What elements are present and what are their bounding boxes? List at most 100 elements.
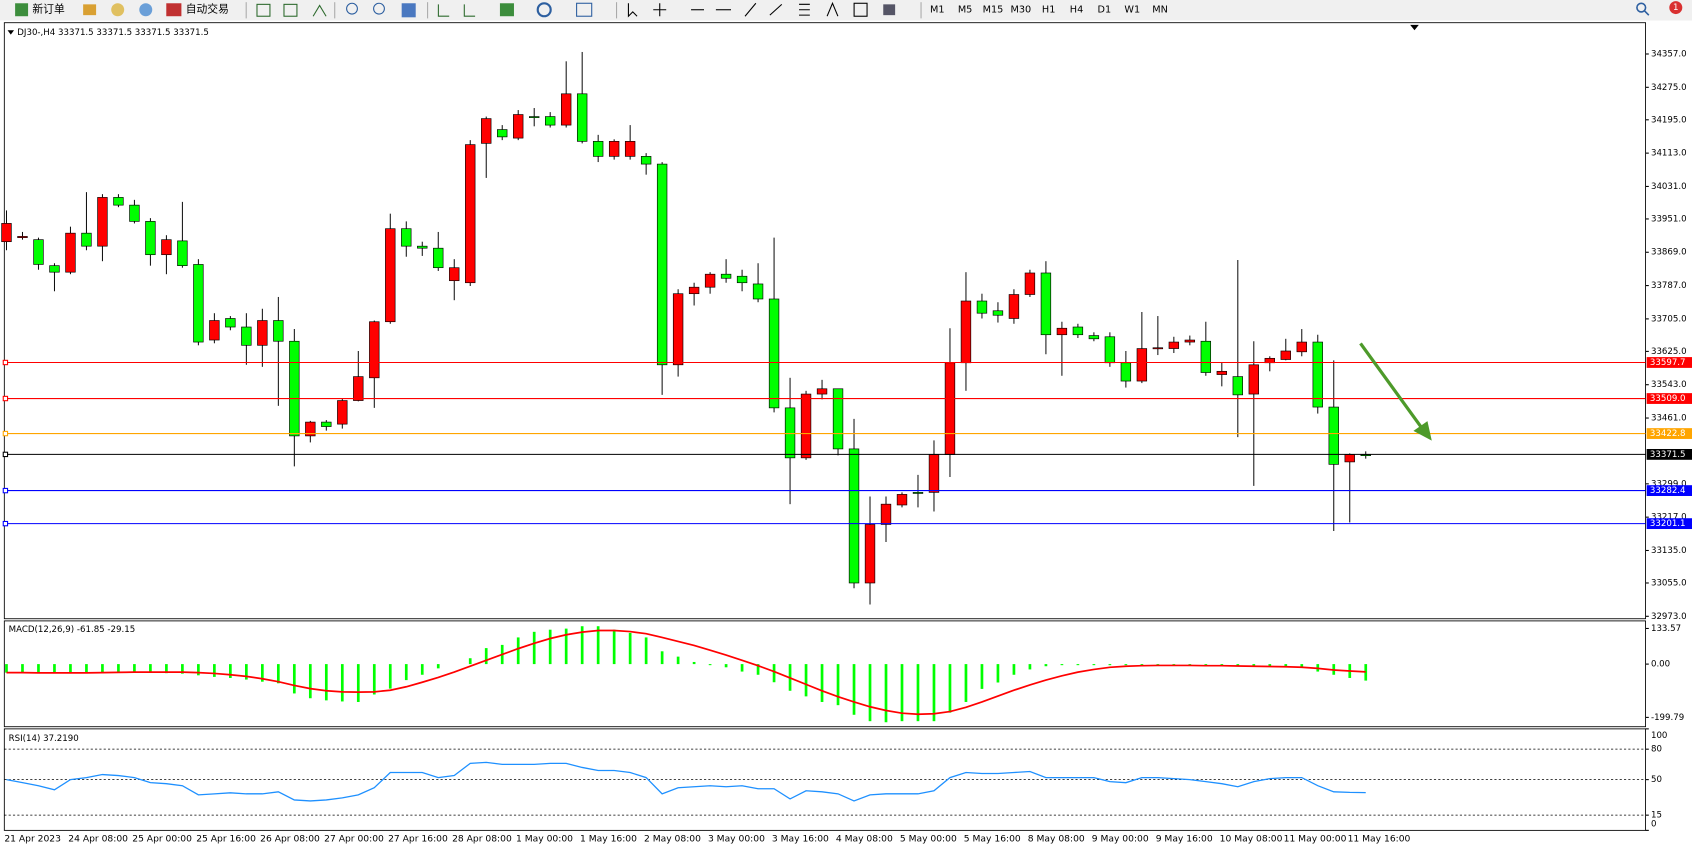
candle-body [369, 321, 380, 379]
level-marker [2, 487, 9, 494]
candle-body [433, 247, 444, 269]
candle-body [992, 310, 1004, 316]
candle-body [864, 524, 876, 584]
timeframe-button[interactable]: M30 [1010, 5, 1031, 16]
candle-body [656, 163, 668, 366]
candle-body [161, 239, 172, 256]
candle-body [752, 283, 764, 300]
candle-body [880, 503, 892, 525]
y-tick-label: 33787.0 [1651, 281, 1687, 291]
candle-body [800, 393, 812, 459]
level-label: 33282.4 [1650, 486, 1686, 496]
candle-body [960, 300, 972, 364]
timeframe-button[interactable]: H1 [1042, 5, 1055, 16]
y-tick-label: 34113.0 [1651, 149, 1687, 159]
level-label: 33201.1 [1650, 519, 1686, 529]
timeframe-button[interactable]: D1 [1098, 5, 1112, 16]
candle-body [65, 232, 76, 273]
candle-body [1, 223, 12, 243]
candle-body [1136, 348, 1148, 382]
x-tick-label: 5 May 16:00 [964, 834, 1021, 845]
toolbar-button[interactable]: 自动交易 [186, 3, 229, 16]
level-label: 33597.7 [1650, 358, 1686, 368]
toolbar-button[interactable]: 新订单 [32, 3, 65, 16]
rsi-line [6, 761, 1366, 802]
candle-body [17, 236, 28, 238]
x-tick-label: 27 Apr 16:00 [388, 834, 448, 845]
y-tick-label: 33869.0 [1651, 248, 1687, 258]
candle-body [560, 93, 572, 126]
x-tick-label: 1 May 16:00 [580, 834, 637, 845]
x-tick-label: 4 May 08:00 [836, 834, 893, 845]
candle-body [177, 240, 188, 266]
candle-body [816, 388, 828, 395]
y-tick-label: 133.57 [1651, 624, 1681, 634]
candle-body [305, 421, 316, 437]
indicator-title: RSI(14) 37.2190 [9, 734, 79, 744]
y-tick-label: 33625.0 [1651, 347, 1687, 357]
x-tick-label: 11 May 00:00 [1284, 834, 1347, 845]
x-tick-label: 3 May 00:00 [708, 834, 765, 845]
candle-body [1024, 272, 1036, 295]
timeframe-button[interactable]: H4 [1070, 5, 1083, 16]
candle-body [1120, 362, 1132, 382]
candle-body [896, 494, 908, 506]
y-tick-label: 33217.0 [1651, 513, 1687, 523]
candle-body [624, 141, 636, 157]
level-marker [2, 359, 9, 366]
y-tick-label: 33461.0 [1651, 414, 1687, 424]
candle-body [129, 204, 140, 222]
signal-line [6, 629, 1366, 716]
candle-body [640, 156, 652, 165]
notification-count: 1 [1673, 3, 1678, 13]
y-tick-label: 0 [1651, 819, 1656, 829]
toolbar [0, 0, 1692, 21]
candle-body [33, 239, 44, 265]
candle-body [353, 376, 364, 401]
y-tick-label: 33705.0 [1651, 314, 1687, 324]
candle-body [720, 273, 732, 279]
candle-body [385, 228, 396, 323]
timeframe-button[interactable]: M5 [958, 5, 973, 16]
level-label-box [1646, 357, 1692, 368]
x-tick-label: 25 Apr 16:00 [196, 834, 256, 845]
candle-body [481, 118, 492, 144]
timeframe-button[interactable]: M15 [983, 5, 1004, 16]
candle-body [1056, 327, 1068, 336]
candle-body [976, 300, 988, 314]
candle-body [513, 114, 524, 139]
x-tick-label: 2 May 08:00 [644, 834, 701, 845]
candle-body [1296, 341, 1307, 353]
level-label: 33422.8 [1650, 429, 1686, 439]
candle-body [1344, 454, 1355, 463]
x-tick-label: 24 Apr 08:00 [68, 834, 128, 845]
candle-body [417, 245, 428, 249]
y-tick-label: 34357.0 [1651, 49, 1687, 59]
y-tick-label: 34275.0 [1651, 83, 1687, 93]
level-label-box [1646, 448, 1692, 460]
y-tick-label: 0.00 [1651, 660, 1670, 670]
y-tick-label: 34031.0 [1651, 182, 1687, 192]
candle-body [145, 221, 156, 256]
candle-body [545, 116, 556, 126]
toolbar-icons [15, 1, 1683, 19]
level-label-box [1646, 428, 1692, 439]
x-tick-label: 8 May 08:00 [1028, 834, 1085, 845]
timeframe-button[interactable]: M1 [930, 5, 945, 16]
timeframe-button[interactable]: MN [1152, 5, 1168, 16]
candle-body [1184, 339, 1196, 343]
x-tick-label: 11 May 16:00 [1348, 834, 1411, 845]
candle-body [1104, 336, 1116, 364]
timeframe-button[interactable]: W1 [1124, 5, 1140, 16]
candle-body [321, 421, 332, 427]
x-tick-label: 5 May 00:00 [900, 834, 957, 845]
level-marker [2, 520, 9, 527]
candle-body [1040, 272, 1052, 336]
x-tick-label: 26 Apr 08:00 [260, 834, 320, 845]
x-tick-label: 1 May 00:00 [516, 834, 573, 845]
candle-body [449, 267, 460, 282]
candle-body [912, 492, 924, 494]
candle-body [241, 326, 252, 346]
